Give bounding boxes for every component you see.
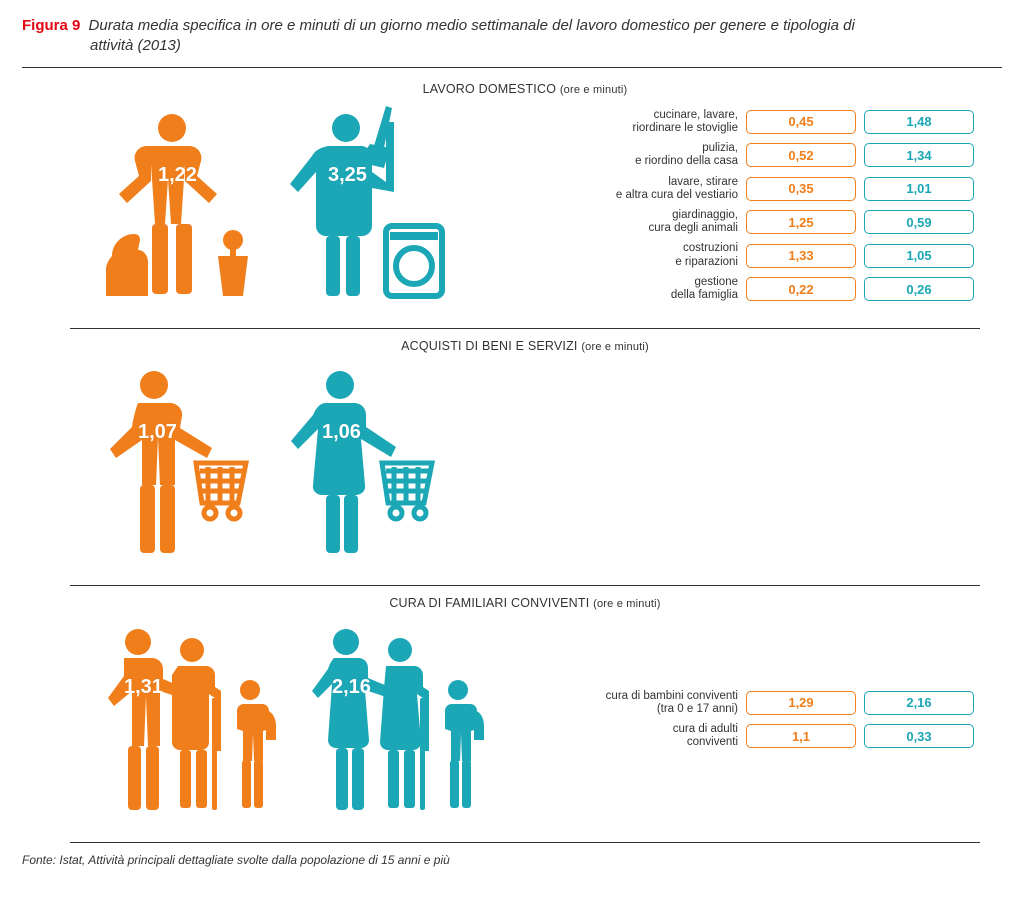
- row-label: pulizia,e riordino della casa: [635, 142, 738, 168]
- section-heading-text: CURA DI FAMILIARI CONVIVENTI: [389, 596, 589, 610]
- unit-suffix: (ore e minuti): [593, 598, 661, 610]
- pictogram-pair: 1,22: [70, 106, 446, 306]
- section-heading: ACQUISTI DI BENI E SERVIZI (ore e minuti…: [70, 339, 980, 353]
- row-label: cura di adulticonviventi: [673, 723, 738, 749]
- pictogram-pair: 1,31: [70, 620, 498, 820]
- man-gardening-icon: [100, 106, 260, 306]
- female-value-pill: 1,01: [864, 177, 974, 201]
- data-row: pulizia,e riordino della casa 0,52 1,34: [500, 142, 974, 168]
- section-shopping: ACQUISTI DI BENI E SERVIZI (ore e minuti…: [70, 339, 980, 586]
- pictogram-male-care: 1,31: [100, 620, 290, 820]
- row-label: cura di bambini conviventi(tra 0 e 17 an…: [606, 690, 738, 716]
- female-total-value: 1,06: [322, 421, 361, 444]
- data-row: lavare, stiraree altra cura del vestiari…: [500, 176, 974, 202]
- woman-family-icon: [308, 620, 498, 820]
- male-value-pill: 1,33: [746, 244, 856, 268]
- figure-title-line2: attività (2013): [90, 37, 181, 54]
- row-label: cucinare, lavare,riordinare le stoviglie: [633, 109, 738, 135]
- data-row: gestionedella famiglia 0,22 0,26: [500, 276, 974, 302]
- row-label: giardinaggio,cura degli animali: [649, 209, 739, 235]
- man-family-icon: [100, 620, 290, 820]
- row-label: costruzionie riparazioni: [675, 242, 738, 268]
- male-total-value: 1,22: [158, 164, 197, 187]
- section-heading: CURA DI FAMILIARI CONVIVENTI (ore e minu…: [70, 596, 980, 610]
- female-value-pill: 1,05: [864, 244, 974, 268]
- pictogram-female-shopping: 1,06: [286, 363, 446, 563]
- data-row: cura di bambini conviventi(tra 0 e 17 an…: [500, 690, 974, 716]
- data-row: costruzionie riparazioni 1,33 1,05: [500, 242, 974, 268]
- pictogram-female-care: 2,16: [308, 620, 498, 820]
- male-value-pill: 0,22: [746, 277, 856, 301]
- man-cart-icon: [100, 363, 260, 563]
- unit-suffix: (ore e minuti): [560, 84, 628, 96]
- male-value-pill: 1,29: [746, 691, 856, 715]
- section-heading-text: ACQUISTI DI BENI E SERVIZI: [401, 339, 578, 353]
- woman-cart-icon: [286, 363, 446, 563]
- pictogram-male-domestic: 1,22: [100, 106, 260, 306]
- row-label: lavare, stiraree altra cura del vestiari…: [616, 176, 738, 202]
- female-value-pill: 1,48: [864, 110, 974, 134]
- pictogram-male-shopping: 1,07: [100, 363, 260, 563]
- female-value-pill: 2,16: [864, 691, 974, 715]
- male-total-value: 1,07: [138, 421, 177, 444]
- figure-source: Fonte: Istat, Attività principali dettag…: [22, 853, 1002, 867]
- section-care: CURA DI FAMILIARI CONVIVENTI (ore e minu…: [70, 596, 980, 843]
- figure-label: Figura 9: [22, 17, 80, 34]
- pictogram-pair: 1,07 1,06: [70, 363, 446, 563]
- female-value-pill: 0,26: [864, 277, 974, 301]
- figure-caption: Figura 9 Durata media specifica in ore e…: [22, 16, 1002, 68]
- data-row: cura di adulticonviventi 1,1 0,33: [500, 723, 974, 749]
- male-value-pill: 0,52: [746, 143, 856, 167]
- male-value-pill: 0,45: [746, 110, 856, 134]
- data-row: cucinare, lavare,riordinare le stoviglie…: [500, 109, 974, 135]
- pictogram-female-domestic: 3,25: [286, 106, 446, 306]
- woman-washing-icon: [286, 106, 446, 306]
- section-heading: LAVORO DOMESTICO (ore e minuti): [70, 82, 980, 96]
- data-row: giardinaggio,cura degli animali 1,25 0,59: [500, 209, 974, 235]
- domestic-rows: cucinare, lavare,riordinare le stoviglie…: [500, 109, 980, 303]
- unit-suffix: (ore e minuti): [581, 341, 649, 353]
- figure-title-line1: Durata media specifica in ore e minuti d…: [89, 17, 855, 34]
- male-value-pill: 1,25: [746, 210, 856, 234]
- male-value-pill: 1,1: [746, 724, 856, 748]
- care-rows: cura di bambini conviventi(tra 0 e 17 an…: [500, 690, 980, 750]
- female-value-pill: 0,59: [864, 210, 974, 234]
- row-label: gestionedella famiglia: [671, 276, 738, 302]
- section-heading-text: LAVORO DOMESTICO: [423, 82, 557, 96]
- female-value-pill: 1,34: [864, 143, 974, 167]
- female-total-value: 2,16: [332, 676, 371, 699]
- male-total-value: 1,31: [124, 676, 163, 699]
- female-total-value: 3,25: [328, 164, 367, 187]
- section-domestic: LAVORO DOMESTICO (ore e minuti): [70, 82, 980, 329]
- male-value-pill: 0,35: [746, 177, 856, 201]
- female-value-pill: 0,33: [864, 724, 974, 748]
